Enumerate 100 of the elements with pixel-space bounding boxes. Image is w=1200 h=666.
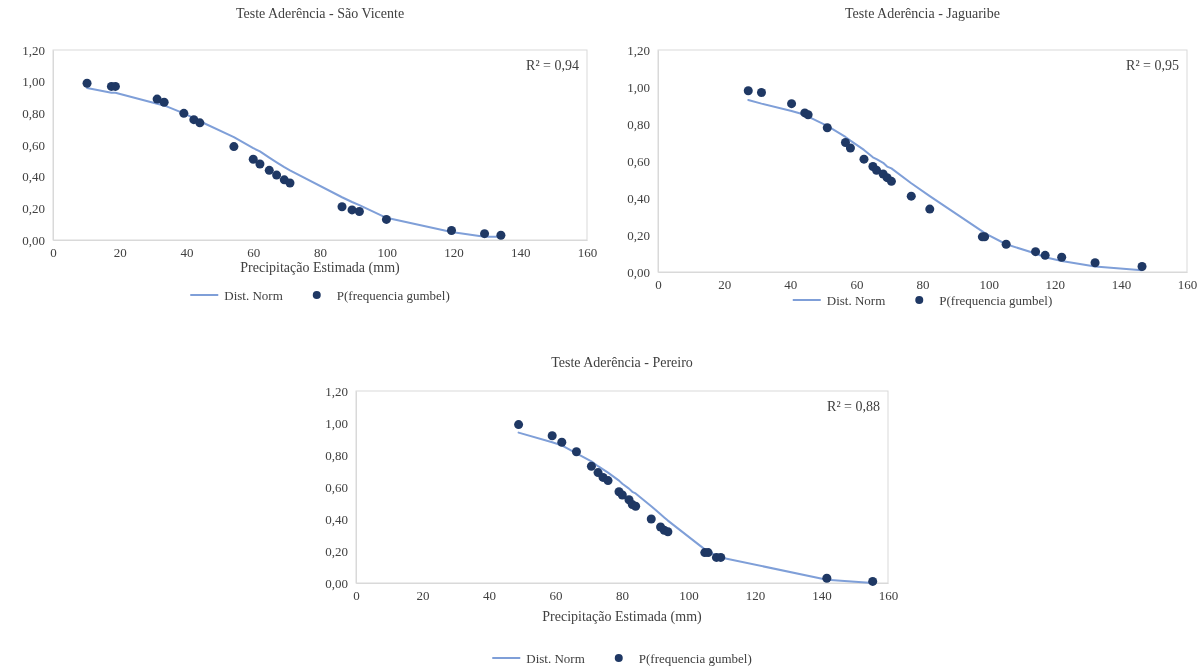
x-tick-label: 40 (784, 277, 798, 293)
x-tick-label: 160 (1177, 277, 1198, 293)
y-tick-label: 0,00 (627, 264, 650, 280)
y-tick-label: 1,00 (325, 415, 348, 431)
point (264, 165, 274, 175)
point (496, 230, 506, 240)
point (631, 501, 641, 511)
point (285, 178, 295, 188)
x-tick-label: 0 (655, 277, 662, 293)
y-tick-label: 0,80 (325, 447, 348, 463)
point (354, 206, 364, 217)
x-tick-label: 80 (616, 588, 629, 604)
chart-title: Teste Aderência - Jaguaribe (845, 6, 1000, 21)
x-tick-label: 60 (850, 277, 864, 293)
point (480, 229, 490, 239)
y-tick-label: 0,40 (22, 169, 45, 185)
x-axis-title: Precipitação Estimada (mm) (542, 609, 703, 625)
x-tick-label: 100 (679, 588, 699, 604)
point (255, 159, 265, 169)
y-tick-label: 1,00 (22, 74, 45, 90)
y-tick-label: 0,40 (627, 190, 650, 206)
x-tick-label: 140 (1111, 277, 1132, 293)
point (571, 447, 581, 457)
x-tick-label: 0 (50, 245, 57, 261)
point (646, 514, 656, 524)
legend-label: P(frequencia gumbel) (336, 287, 450, 303)
point (859, 154, 869, 164)
x-tick-label: 140 (511, 245, 531, 261)
y-tick-label: 1,20 (627, 42, 650, 58)
x-tick-label: 120 (745, 588, 766, 604)
point (845, 143, 855, 153)
point (547, 431, 557, 441)
chart-title: Teste Aderência - Pereiro (551, 355, 693, 370)
legend-label: P(frequencia gumbel) (638, 650, 752, 666)
point (159, 97, 169, 107)
x-tick-label: 20 (416, 588, 430, 604)
point (925, 204, 935, 214)
point (906, 191, 916, 201)
point (248, 154, 258, 164)
legend-label: Dist. Norm (526, 650, 585, 666)
point (229, 142, 239, 152)
point (663, 527, 673, 537)
point (446, 225, 457, 236)
point (82, 78, 92, 88)
point (1137, 261, 1147, 271)
point (1040, 250, 1050, 260)
y-tick-label: 0,40 (325, 511, 348, 527)
x-tick-label: 100 (979, 277, 999, 293)
y-tick-label: 0,80 (22, 105, 45, 121)
y-tick-label: 0,20 (325, 543, 348, 559)
chart-title: Teste Aderência - São Vicente (235, 6, 405, 21)
legend-label: Dist. Norm (826, 292, 886, 308)
point (514, 420, 524, 430)
x-tick-label: 40 (483, 588, 496, 604)
y-tick-label: 0,80 (627, 116, 650, 132)
point (1031, 247, 1041, 257)
point (337, 202, 347, 212)
y-tick-label: 1,00 (627, 79, 650, 95)
x-tick-label: 160 (878, 588, 899, 604)
point (152, 94, 162, 104)
point (557, 437, 567, 447)
point (822, 123, 832, 133)
legend-label: P(frequencia gumbel) (939, 292, 1053, 308)
x-axis-title: Precipitação Estimada (mm) (240, 260, 401, 276)
x-tick-label: 80 (916, 277, 930, 293)
x-tick-label: 40 (180, 245, 194, 261)
y-tick-label: 0,20 (22, 200, 45, 216)
y-tick-label: 1,20 (22, 42, 45, 58)
point (868, 576, 878, 586)
point (886, 176, 896, 186)
x-tick-label: 160 (577, 245, 598, 261)
x-tick-label: 120 (1045, 277, 1065, 293)
point (1090, 258, 1100, 268)
y-tick-label: 0,00 (325, 575, 348, 591)
annotation: R² = 0,94 (526, 58, 579, 73)
y-tick-label: 0,00 (22, 232, 45, 248)
point (195, 118, 205, 128)
point (586, 461, 596, 471)
x-tick-label: 80 (314, 245, 327, 261)
y-tick-label: 0,20 (627, 227, 650, 243)
x-tick-label: 140 (812, 588, 832, 604)
point (1001, 239, 1011, 249)
point (603, 476, 613, 486)
legend-label: Dist. Norm (224, 287, 283, 303)
point (179, 108, 189, 118)
x-tick-label: 20 (718, 277, 732, 293)
y-tick-label: 1,20 (325, 383, 348, 399)
annotation: R² = 0,88 (827, 399, 880, 414)
x-tick-label: 120 (444, 245, 464, 261)
point (756, 88, 766, 98)
y-tick-label: 0,60 (325, 479, 348, 495)
x-tick-label: 100 (377, 245, 397, 261)
point (840, 137, 850, 148)
point (1057, 252, 1067, 262)
point (743, 86, 753, 96)
x-tick-label: 0 (353, 588, 360, 604)
point (381, 214, 391, 224)
x-tick-label: 60 (549, 588, 563, 604)
y-tick-label: 0,60 (22, 137, 45, 153)
point (872, 165, 882, 175)
